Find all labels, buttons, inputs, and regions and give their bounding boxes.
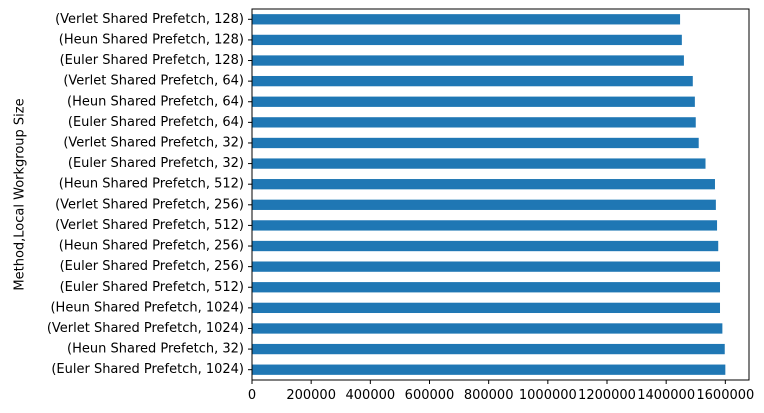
- y-axis-label: Method,Local Workgroup Size: [13, 98, 28, 290]
- bar: [252, 364, 726, 375]
- bar: [252, 117, 696, 128]
- y-tick-label: (Heun Shared Prefetch, 256): [59, 239, 244, 254]
- y-tick-label: (Euler Shared Prefetch, 1024): [51, 362, 244, 377]
- x-tick-label: 200000: [286, 388, 336, 403]
- y-tick-label: (Heun Shared Prefetch, 64): [67, 94, 244, 109]
- y-tick-label: (Verlet Shared Prefetch, 1024): [47, 321, 244, 336]
- bar: [252, 179, 715, 190]
- bar: [252, 282, 721, 293]
- y-tick-label: (Heun Shared Prefetch, 512): [59, 177, 244, 192]
- x-tick-label: 1400000: [637, 388, 695, 403]
- y-tick-label: (Euler Shared Prefetch, 256): [60, 259, 244, 274]
- bar: [252, 302, 721, 314]
- bar: [252, 220, 718, 231]
- y-tick-label: (Euler Shared Prefetch, 128): [60, 53, 244, 68]
- y-tick-label: (Verlet Shared Prefetch, 128): [55, 12, 244, 27]
- bar: [252, 343, 725, 355]
- bar: [252, 261, 721, 272]
- x-tick-label: 600000: [405, 388, 455, 403]
- x-tick-label: 400000: [346, 388, 396, 403]
- bar: [252, 323, 723, 334]
- y-tick-label: (Verlet Shared Prefetch, 256): [55, 197, 244, 212]
- bar: [252, 199, 716, 210]
- y-tick-label: (Heun Shared Prefetch, 32): [67, 342, 244, 357]
- x-tick-label: 800000: [464, 388, 514, 403]
- y-tick-label: (Verlet Shared Prefetch, 64): [63, 74, 244, 89]
- x-tick-label: 1200000: [578, 388, 636, 403]
- bar: [252, 55, 684, 66]
- plot-frame: [251, 8, 750, 381]
- bar: [252, 34, 682, 46]
- bar: [252, 137, 699, 149]
- bar: [252, 14, 681, 25]
- bar: [252, 158, 706, 169]
- bars-group: [252, 14, 726, 375]
- x-tick-label: 0: [248, 388, 256, 403]
- y-axis-ticks: (Verlet Shared Prefetch, 128) (Heun Share…: [47, 12, 252, 377]
- x-axis-ticks: 0 200000 400000 600000 800000 1000000 1200000 1…: [248, 380, 754, 403]
- y-tick-label: (Heun Shared Prefetch, 128): [59, 32, 244, 47]
- y-tick-label: (Euler Shared Prefetch, 512): [60, 280, 244, 295]
- bar: [252, 96, 695, 107]
- x-tick-label: 1000000: [519, 388, 577, 403]
- bar: [252, 75, 693, 87]
- y-tick-label: (Verlet Shared Prefetch, 32): [63, 135, 244, 150]
- y-tick-label: (Heun Shared Prefetch, 1024): [50, 300, 244, 315]
- bar: [252, 240, 719, 252]
- y-tick-label: (Euler Shared Prefetch, 32): [68, 156, 244, 171]
- y-tick-label: (Verlet Shared Prefetch, 512): [55, 218, 244, 233]
- x-tick-label: 1600000: [696, 388, 754, 403]
- y-tick-label: (Euler Shared Prefetch, 64): [68, 115, 244, 130]
